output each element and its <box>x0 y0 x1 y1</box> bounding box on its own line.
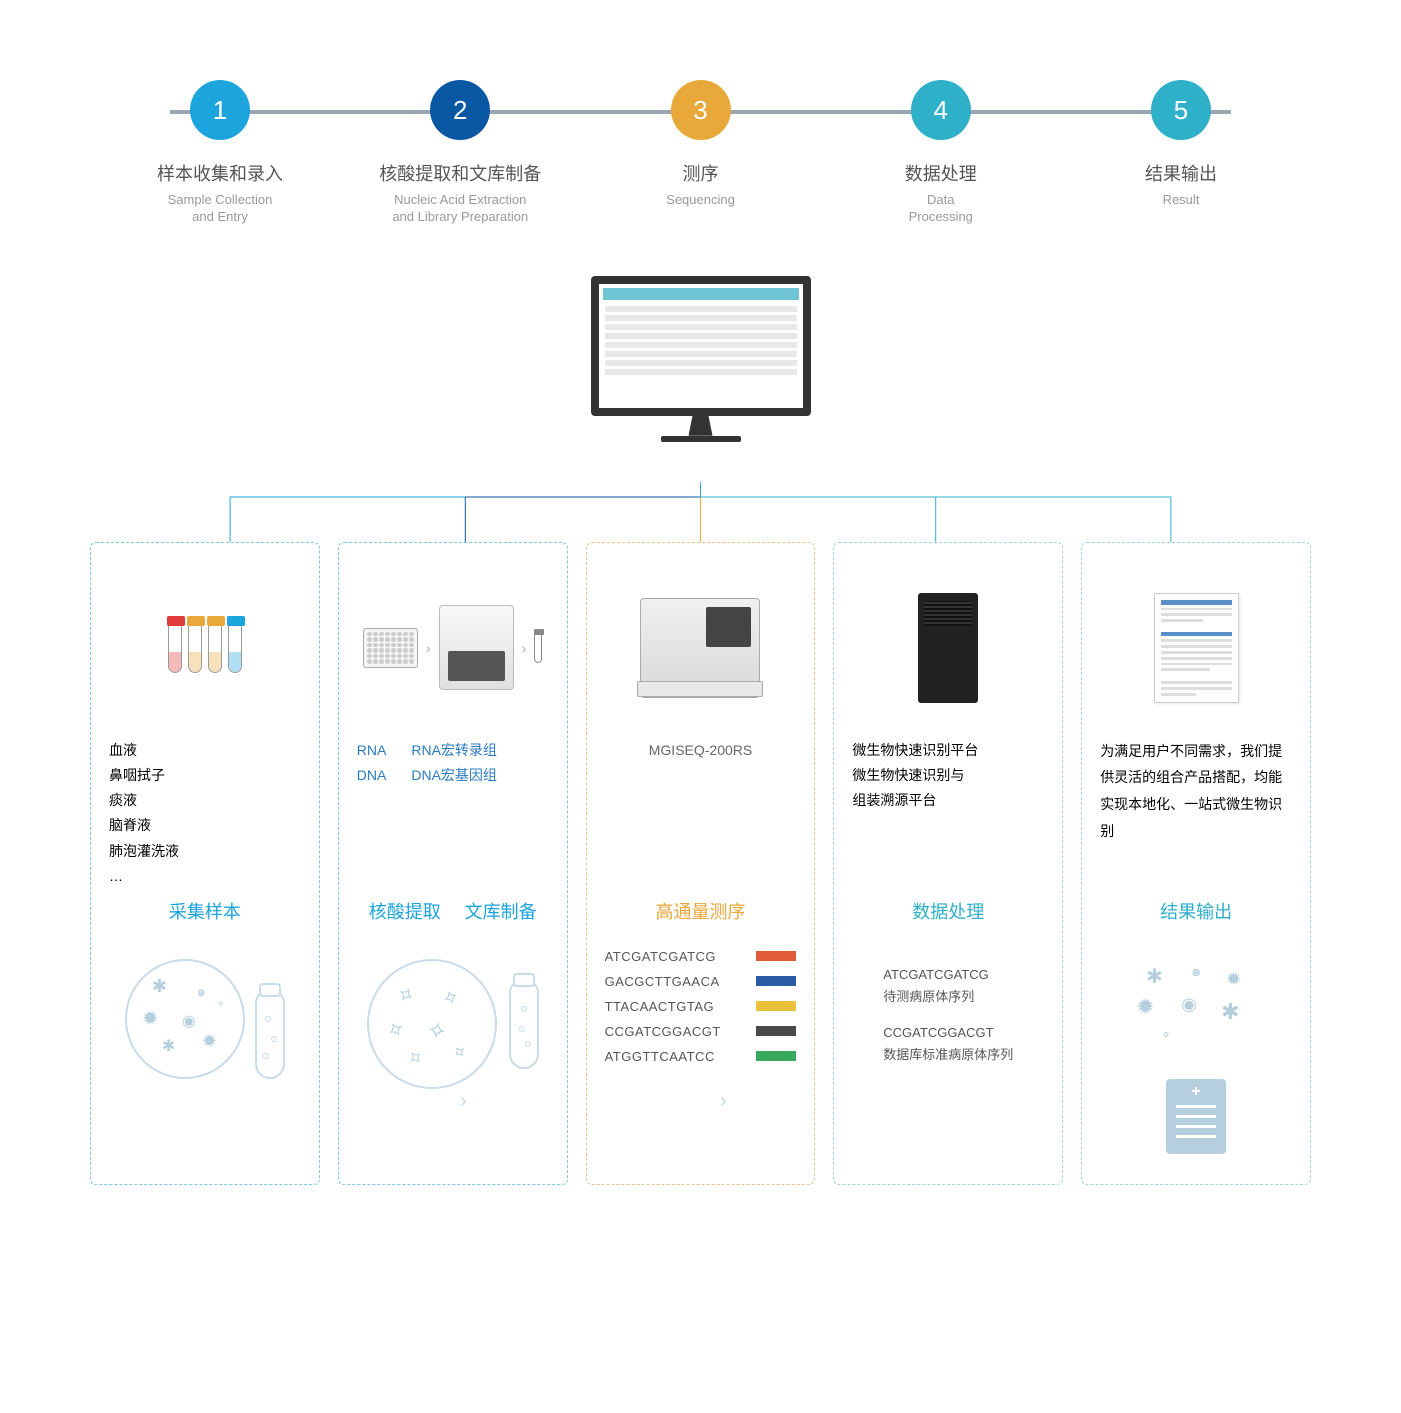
workstation-icon <box>852 583 1044 713</box>
card1-desc: 血液鼻咽拭子痰液脑脊液肺泡灌洗液… <box>109 738 301 898</box>
card3-desc: MGISEQ-200RS <box>605 738 797 898</box>
card5-bottom-icon: ✱ ๑ ✹ ✹ ◉ ✱ ∘ <box>1100 949 1292 1154</box>
monitor-base <box>661 436 741 442</box>
card4-desc: 微生物快速识别平台微生物快速识别与组装溯源平台 <box>852 738 1044 898</box>
step-1-title-cn: 样本收集和录入 <box>157 160 283 186</box>
card-data-processing: 微生物快速识别平台微生物快速识别与组装溯源平台 数据处理 ATCGATCGATC… <box>833 542 1063 1185</box>
process-stepper: 1 样本收集和录入 Sample Collection and Entry 2 … <box>120 80 1281 226</box>
library-vial-icon <box>509 979 539 1069</box>
flow-arrow-1: › <box>460 1090 467 1113</box>
card1-title: 采集样本 <box>109 898 301 924</box>
result-doc-icon <box>1166 1079 1226 1154</box>
card2-title: 核酸提取文库制备 <box>357 898 549 924</box>
mini-tube-icon <box>534 633 542 663</box>
step-1-title-en-l2: and Entry <box>192 209 248 226</box>
card4-dp-block: ATCGATCGATCG待测病原体序列CCGATCGGACGT数据库标准病原体序… <box>852 949 1044 1154</box>
step-5-title-cn: 结果输出 <box>1145 160 1217 186</box>
step-3-title-cn: 测序 <box>683 160 719 186</box>
step-4-title-en-l2: Processing <box>909 209 973 226</box>
card2-bottom-icon: ⟡ ⟡ ⟡ ⟡ ⟡ ⟡ <box>357 949 549 1154</box>
sample-vial-icon <box>255 989 285 1079</box>
step-4-title-cn: 数据处理 <box>905 160 977 186</box>
result-petri-icon: ✱ ๑ ✹ ✹ ◉ ✱ ∘ <box>1131 959 1261 1059</box>
lims-monitor <box>80 276 1321 442</box>
extractor-icon <box>439 605 514 690</box>
workflow-cards: 血液鼻咽拭子痰液脑脊液肺泡灌洗液… 采集样本 ✱ ๑ ✹ ◉ ✱ ✹ ∘ <box>90 542 1311 1185</box>
monitor-icon <box>591 276 811 442</box>
step-5: 5 结果输出 Result <box>1081 80 1281 209</box>
step-1-title-en-l1: Sample Collection <box>168 192 273 209</box>
monitor-screen-body <box>603 304 799 404</box>
extraction-machine-icon: › › <box>357 583 549 713</box>
step-2-title-en-l1: Nucleic Acid Extraction <box>394 192 526 209</box>
card-sample-collection: 血液鼻咽拭子痰液脑脊液肺泡灌洗液… 采集样本 ✱ ๑ ✹ ◉ ✱ ✹ ∘ <box>90 542 320 1185</box>
step-2-title-en-l2: and Library Preparation <box>392 209 528 226</box>
petri-dish-icon: ✱ ๑ ✹ ◉ ✱ ✹ ∘ <box>125 959 245 1079</box>
card-result: 为满足用户不同需求，我们提供灵活的组合产品搭配，均能实现本地化、一站式微生物识别… <box>1081 542 1311 1185</box>
card5-desc: 为满足用户不同需求，我们提供灵活的组合产品搭配，均能实现本地化、一站式微生物识别 <box>1100 738 1292 898</box>
step-2-title-cn: 核酸提取和文库制备 <box>379 160 541 186</box>
dna-petri-icon: ⟡ ⟡ ⟡ ⟡ ⟡ ⟡ <box>367 959 497 1089</box>
step-3-circle: 3 <box>671 80 731 140</box>
step-1-circle: 1 <box>190 80 250 140</box>
card3-sequences: ATCGATCGATCGGACGCTTGAACATTACAACTGTAGCCGA… <box>605 949 797 1154</box>
step-1: 1 样本收集和录入 Sample Collection and Entry <box>120 80 320 226</box>
card4-title: 数据处理 <box>852 898 1044 924</box>
test-tubes-icon <box>109 583 301 713</box>
monitor-stand <box>681 416 721 436</box>
card-extraction-library: › › RNADNA RNA宏转录组DNA宏基因组 核酸提取文库制备 ⟡ ⟡ ⟡… <box>338 542 568 1185</box>
step-4-title-en-l1: Data <box>927 192 954 209</box>
step-3: 3 测序 Sequencing <box>601 80 801 209</box>
flow-arrow-2: › <box>720 1090 727 1113</box>
card3-title: 高通量测序 <box>605 898 797 924</box>
card2-desc: RNADNA RNA宏转录组DNA宏基因组 <box>357 738 549 898</box>
monitor-screen <box>591 276 811 416</box>
step-4: 4 数据处理 Data Processing <box>841 80 1041 226</box>
sequencer-icon <box>605 583 797 713</box>
monitor-screen-header <box>603 288 799 300</box>
report-icon <box>1100 583 1292 713</box>
step-2: 2 核酸提取和文库制备 Nucleic Acid Extraction and … <box>360 80 560 226</box>
well-plate-icon <box>363 628 418 668</box>
step-4-circle: 4 <box>911 80 971 140</box>
step-5-circle: 5 <box>1151 80 1211 140</box>
connector-lines <box>120 482 1281 542</box>
card5-title: 结果输出 <box>1100 898 1292 924</box>
step-3-title-en-l1: Sequencing <box>666 192 735 209</box>
step-2-circle: 2 <box>430 80 490 140</box>
card1-bottom-icon: ✱ ๑ ✹ ◉ ✱ ✹ ∘ <box>109 949 301 1154</box>
step-5-title-en-l1: Result <box>1163 192 1200 209</box>
card-sequencing: MGISEQ-200RS 高通量测序 ATCGATCGATCGGACGCTTGA… <box>586 542 816 1185</box>
